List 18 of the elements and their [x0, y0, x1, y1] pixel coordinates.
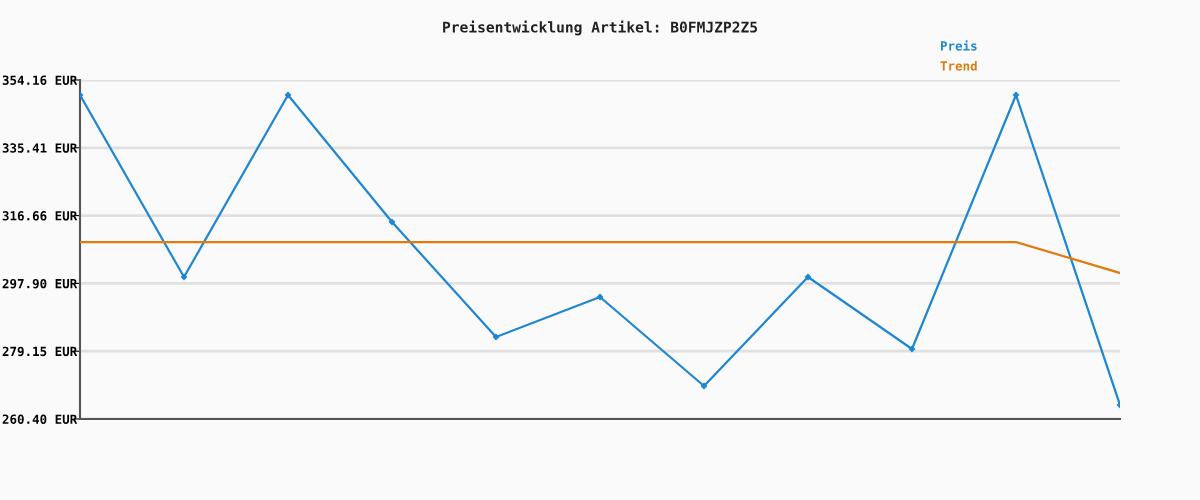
- y-tick-label: 279.15 EUR: [2, 346, 78, 357]
- chart-title: Preisentwicklung Artikel: B0FMJZP2Z5: [443, 20, 758, 36]
- text: Trend: [940, 60, 977, 71]
- point: [492, 333, 500, 341]
- point: [804, 273, 812, 281]
- y-tick-label: 316.66 EUR: [2, 211, 78, 221]
- point: [284, 91, 292, 99]
- point: [180, 273, 188, 281]
- point: [908, 345, 916, 353]
- y-tick-label: 335.41 EUR: [2, 143, 78, 153]
- point: [596, 293, 604, 301]
- y-tick-label: 354.16 EUR: [2, 75, 78, 85]
- y-tick-label: 260.40 EUR: [2, 414, 78, 424]
- y-tick-label: 297.90 EUR: [2, 278, 78, 289]
- point: [1012, 91, 1020, 99]
- text: Preis: [940, 40, 977, 51]
- point: [388, 218, 396, 226]
- point: [700, 382, 708, 390]
